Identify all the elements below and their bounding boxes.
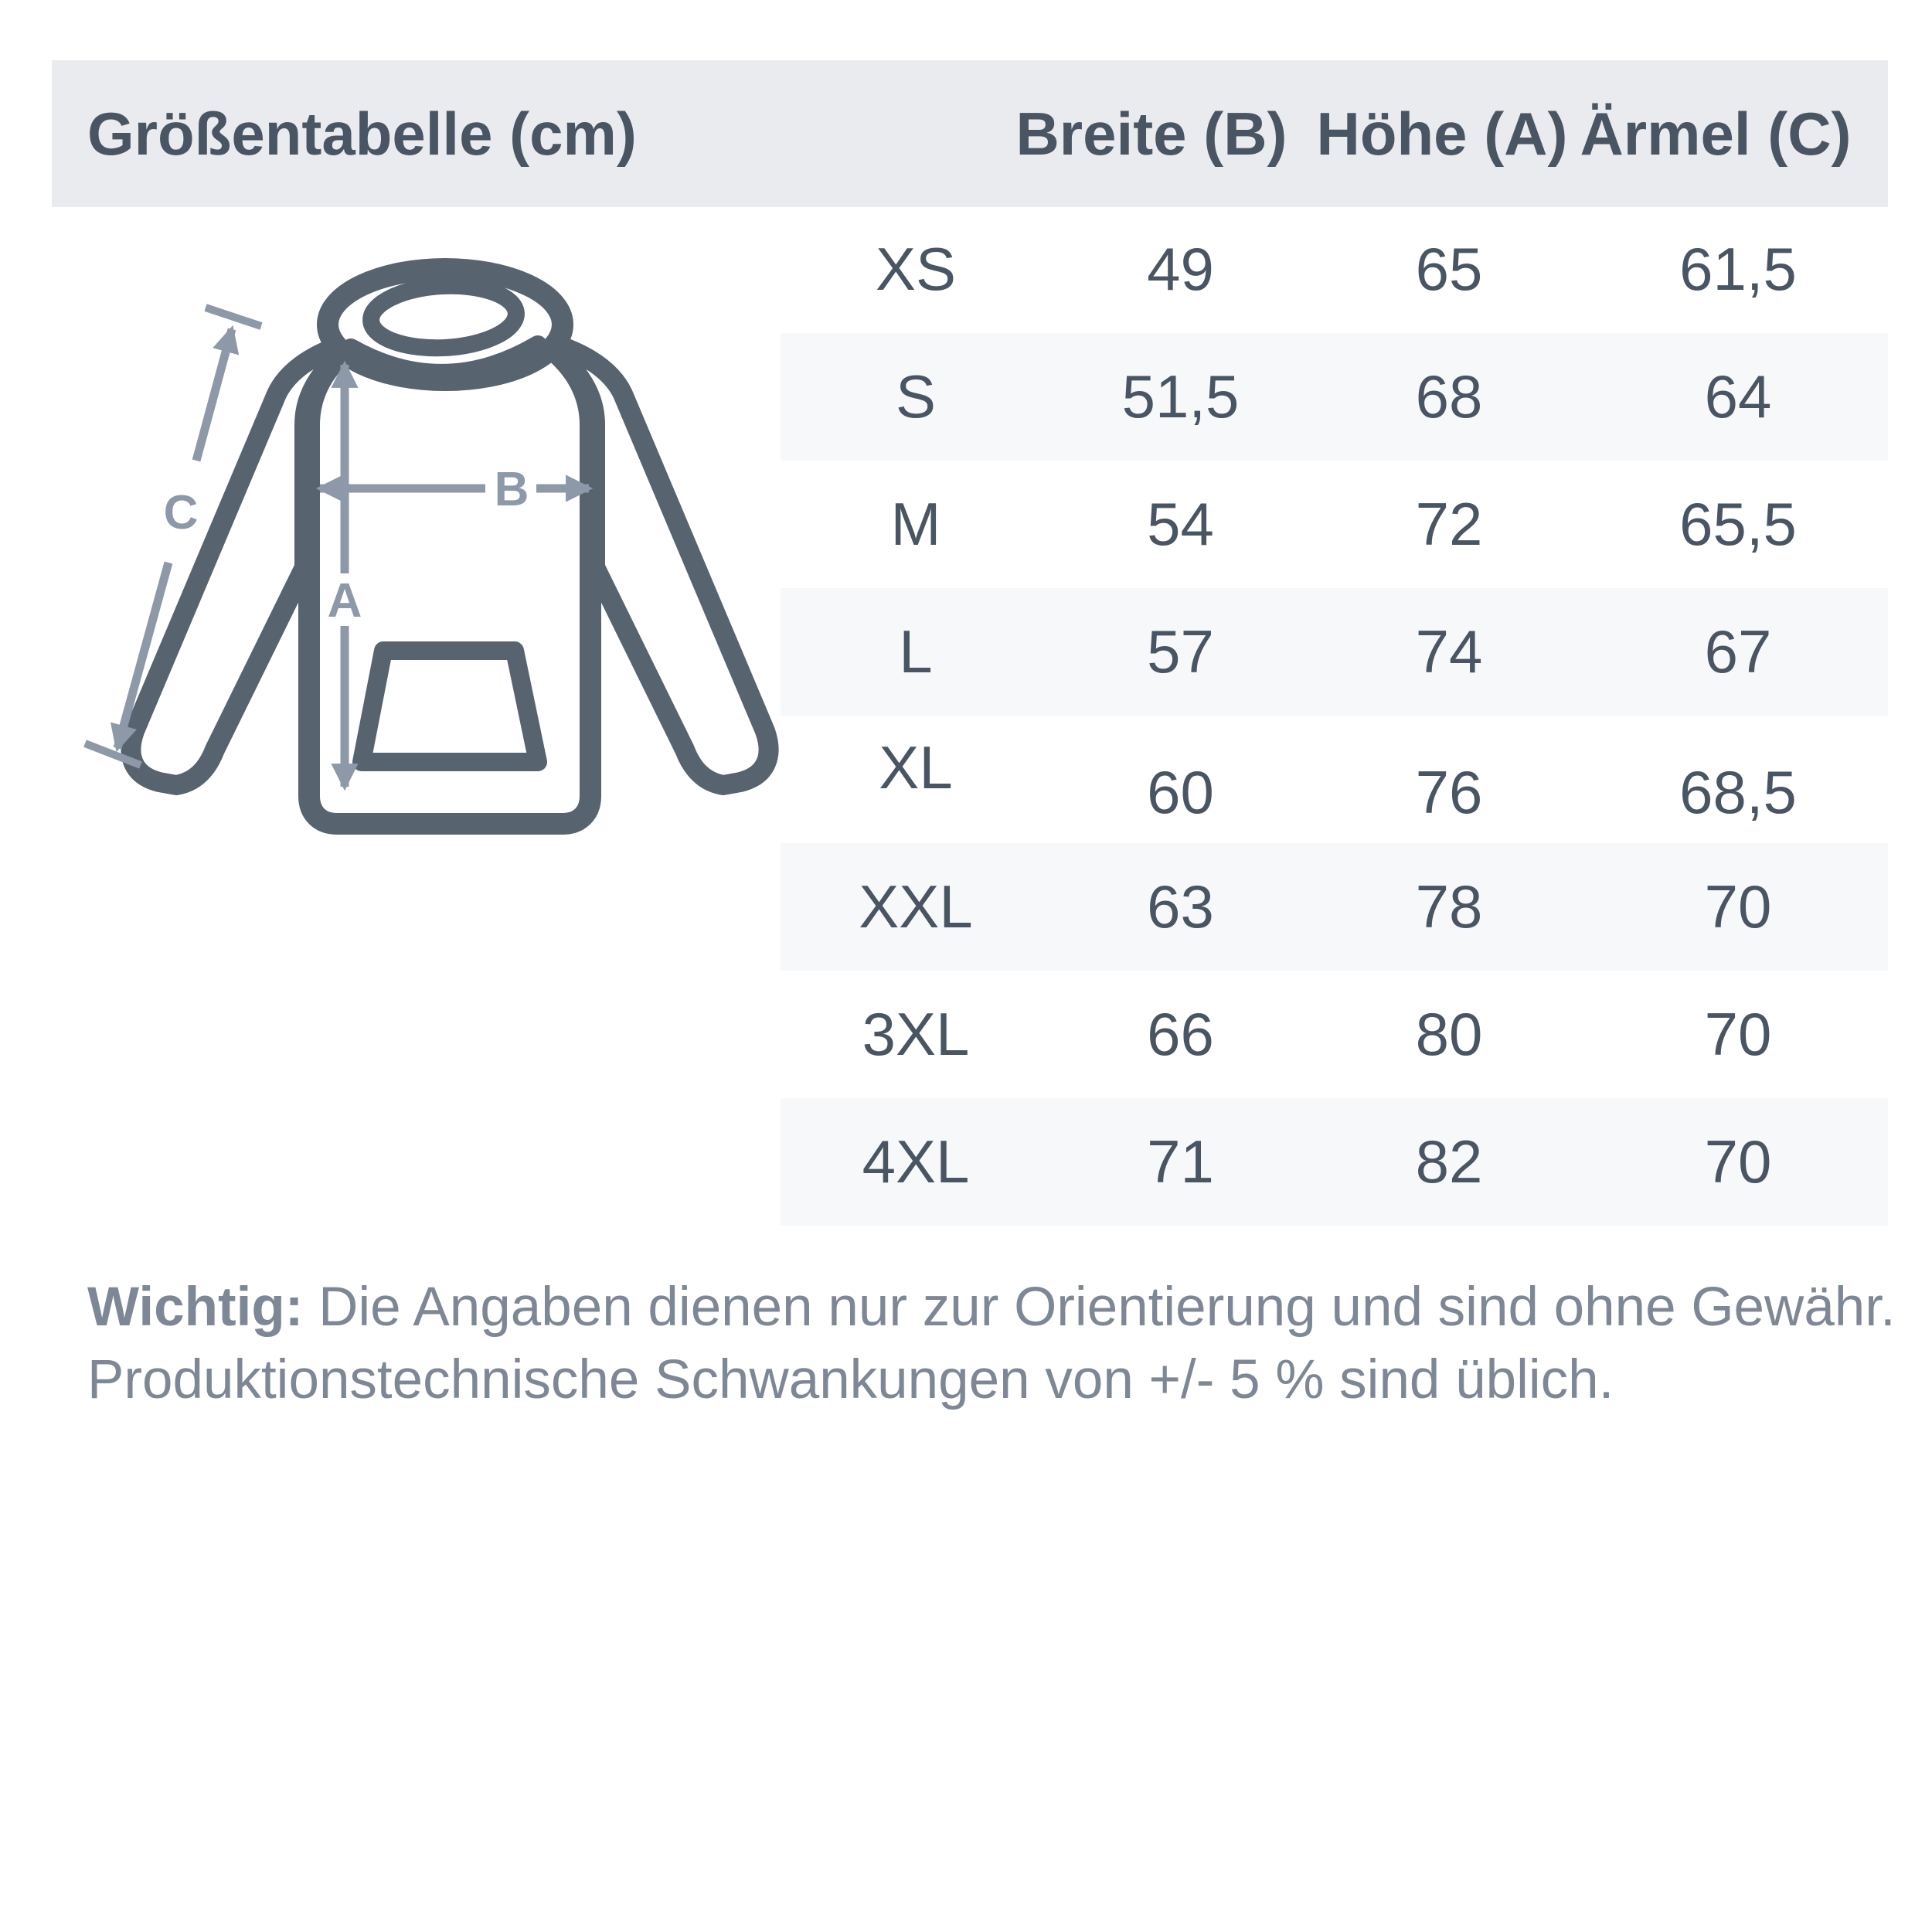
table-row: L 57 74 67: [781, 588, 1888, 716]
cell-size: L: [899, 617, 933, 685]
cell-aermel: 65,5: [1679, 490, 1797, 558]
size-table: XS 49 65 61,5 S 51,5 68 64 M 54 72 65,5 …: [781, 206, 1888, 1226]
table-row: XXL 63 78 70: [781, 843, 1888, 971]
measure-label-b: B: [495, 463, 529, 516]
cell-hoehe: 74: [1415, 617, 1483, 685]
cell-aermel: 70: [1704, 1000, 1772, 1068]
cell-aermel: 61,5: [1679, 235, 1797, 303]
measure-arrow-c-bottom: [110, 561, 173, 753]
size-chart-header: Größentabelle (cm) Breite (B) Höhe (A) Ä…: [52, 60, 1888, 207]
cell-breite: 71: [1147, 1128, 1214, 1196]
column-header-aermel: Ärmel (C): [1580, 99, 1852, 168]
table-row: XL 60 76 68,5: [781, 716, 1888, 843]
hoodie-pocket: [352, 641, 547, 771]
hoodie-measurement-diagram: C A B: [46, 209, 788, 842]
table-row: XS 49 65 61,5: [781, 206, 1888, 333]
measure-arrow-c-top: [192, 325, 240, 462]
cell-aermel: 67: [1704, 617, 1772, 685]
cell-size: XS: [875, 235, 957, 303]
cell-breite: 54: [1147, 490, 1214, 558]
cell-hoehe: 65: [1415, 235, 1483, 303]
cell-breite: 66: [1147, 1000, 1214, 1068]
measure-label-a: A: [328, 574, 362, 628]
table-row: S 51,5 68 64: [781, 333, 1888, 461]
page-title: Größentabelle (cm): [87, 99, 637, 168]
column-header-hoehe: Höhe (A): [1316, 99, 1568, 168]
measure-label-c: C: [164, 486, 199, 539]
cell-hoehe: 76: [1415, 758, 1483, 826]
table-row: 3XL 66 80 70: [781, 971, 1888, 1098]
cell-breite: 51,5: [1121, 362, 1240, 430]
disclaimer-line1-text: Die Angaben dienen nur zur Orientierung …: [303, 1277, 1896, 1338]
cell-hoehe: 68: [1415, 362, 1483, 430]
table-row: M 54 72 65,5: [781, 461, 1888, 588]
cell-aermel: 70: [1704, 1128, 1772, 1196]
cell-size: M: [890, 490, 941, 558]
cell-size: XL: [879, 733, 953, 801]
cell-hoehe: 72: [1415, 490, 1483, 558]
cell-aermel: 68,5: [1679, 758, 1797, 826]
cell-hoehe: 80: [1415, 1000, 1483, 1068]
cell-breite: 49: [1147, 235, 1214, 303]
table-row: 4XL 71 82 70: [781, 1098, 1888, 1226]
column-header-breite: Breite (B): [1015, 99, 1287, 168]
disclaimer-line1: Wichtig: Die Angaben dienen nur zur Orie…: [87, 1271, 1927, 1344]
cell-hoehe: 78: [1415, 872, 1483, 940]
disclaimer-bold-label: Wichtig:: [87, 1277, 304, 1338]
measure-tick-c-bottom: [83, 740, 142, 769]
cell-hoehe: 82: [1415, 1128, 1483, 1196]
cell-breite: 60: [1147, 758, 1214, 826]
cell-size: 3XL: [862, 1000, 970, 1068]
measure-arrows: [83, 304, 594, 791]
disclaimer-note: Wichtig: Die Angaben dienen nur zur Orie…: [87, 1271, 1927, 1417]
cell-aermel: 70: [1704, 872, 1772, 940]
cell-size: 4XL: [862, 1128, 970, 1196]
measure-tick-c-top: [204, 304, 263, 330]
cell-breite: 57: [1147, 617, 1214, 685]
cell-aermel: 64: [1704, 362, 1772, 430]
disclaimer-line2: Produktionstechnische Schwankungen von +…: [87, 1349, 1614, 1410]
hoodie-hood: [317, 258, 573, 391]
cell-size: S: [895, 362, 937, 430]
cell-size: XXL: [859, 872, 973, 940]
measure-labels: C A B: [164, 463, 529, 628]
cell-breite: 63: [1147, 872, 1214, 940]
